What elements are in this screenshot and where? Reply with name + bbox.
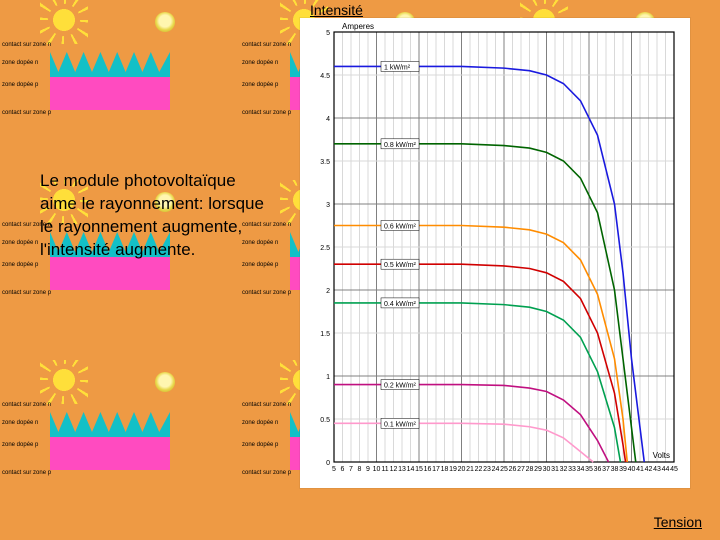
svg-text:36: 36 xyxy=(594,466,602,473)
svg-text:45: 45 xyxy=(670,466,678,473)
svg-text:3: 3 xyxy=(326,202,330,209)
svg-text:24: 24 xyxy=(492,466,500,473)
svg-text:0.6 kW/m²: 0.6 kW/m² xyxy=(384,224,417,231)
svg-text:0.5: 0.5 xyxy=(320,417,330,424)
tile-label: zone dopée n xyxy=(2,420,38,426)
tile-label: zone dopée p xyxy=(242,262,278,268)
bulb-icon xyxy=(155,12,175,32)
axis-title-x: Tension xyxy=(654,514,702,530)
tile-label: contact sur zone p xyxy=(242,110,291,116)
svg-text:40: 40 xyxy=(628,466,636,473)
svg-text:38: 38 xyxy=(611,466,619,473)
tile-label: contact sur zone p xyxy=(2,110,51,116)
svg-text:9: 9 xyxy=(366,466,370,473)
svg-text:42: 42 xyxy=(645,466,653,473)
tile-label: contact sur zone p xyxy=(242,470,291,476)
pv-cell-icon: contact sur zone nzone dopée nzone dopée… xyxy=(50,412,170,470)
svg-text:28: 28 xyxy=(526,466,534,473)
tile-label: zone dopée p xyxy=(242,442,278,448)
svg-text:26: 26 xyxy=(509,466,517,473)
chart-svg: 5678910111213141516171819202122232425262… xyxy=(300,18,690,488)
tile-label: zone dopée n xyxy=(242,60,278,66)
svg-text:0.8 kW/m²: 0.8 kW/m² xyxy=(384,142,417,149)
svg-text:6: 6 xyxy=(341,466,345,473)
svg-text:23: 23 xyxy=(483,466,491,473)
svg-text:5: 5 xyxy=(332,466,336,473)
tile-label: zone dopée p xyxy=(2,262,38,268)
pv-cell-icon: contact sur zone nzone dopée nzone dopée… xyxy=(50,52,170,110)
svg-text:2: 2 xyxy=(326,288,330,295)
svg-text:11: 11 xyxy=(381,466,388,473)
svg-text:35: 35 xyxy=(585,466,593,473)
svg-text:20: 20 xyxy=(458,466,466,473)
svg-text:0.2 kW/m²: 0.2 kW/m² xyxy=(384,383,417,390)
svg-text:31: 31 xyxy=(551,466,559,473)
svg-text:7: 7 xyxy=(349,466,353,473)
bg-tile: contact sur zone n zone dopée n zone dopée… xyxy=(0,0,240,180)
axis-title-y: Intensité xyxy=(310,2,363,18)
svg-text:39: 39 xyxy=(619,466,627,473)
svg-text:44: 44 xyxy=(662,466,670,473)
svg-text:27: 27 xyxy=(517,466,525,473)
svg-text:21: 21 xyxy=(466,466,474,473)
stage: contact sur zone n zone dopée n zone dopée… xyxy=(0,0,720,540)
iv-chart: 5678910111213141516171819202122232425262… xyxy=(300,18,690,488)
svg-text:Amperes: Amperes xyxy=(342,22,374,31)
svg-text:17: 17 xyxy=(432,466,440,473)
svg-text:15: 15 xyxy=(415,466,423,473)
svg-text:4: 4 xyxy=(326,116,330,123)
tile-label: zone dopée p xyxy=(242,82,278,88)
svg-text:13: 13 xyxy=(398,466,406,473)
tile-label: contact sur zone n xyxy=(242,402,291,408)
tile-label: zone dopée p xyxy=(2,82,38,88)
svg-text:30: 30 xyxy=(543,466,551,473)
svg-text:1: 1 xyxy=(326,374,330,381)
tile-label: contact sur zone n xyxy=(242,42,291,48)
svg-text:41: 41 xyxy=(636,466,644,473)
svg-text:1 kW/m²: 1 kW/m² xyxy=(384,64,411,71)
svg-text:1.5: 1.5 xyxy=(320,331,330,338)
svg-text:0.4 kW/m²: 0.4 kW/m² xyxy=(384,301,417,308)
tile-label: zone dopée n xyxy=(242,420,278,426)
sun-icon xyxy=(50,366,78,394)
svg-text:0.5 kW/m²: 0.5 kW/m² xyxy=(384,262,417,269)
tile-label: contact sur zone p xyxy=(2,290,51,296)
svg-text:29: 29 xyxy=(534,466,542,473)
svg-text:37: 37 xyxy=(602,466,610,473)
tile-label: zone dopée n xyxy=(2,60,38,66)
bg-tile: contact sur zone n zone dopée n zone dopée… xyxy=(0,360,240,540)
svg-text:32: 32 xyxy=(560,466,568,473)
tile-label: contact sur zone n xyxy=(2,402,51,408)
svg-text:2.5: 2.5 xyxy=(320,245,330,252)
svg-text:4.5: 4.5 xyxy=(320,73,330,80)
svg-text:5: 5 xyxy=(326,30,330,37)
svg-text:12: 12 xyxy=(390,466,398,473)
svg-text:22: 22 xyxy=(475,466,483,473)
tile-label: zone dopée p xyxy=(2,442,38,448)
bulb-icon xyxy=(155,372,175,392)
svg-text:8: 8 xyxy=(358,466,362,473)
description-text: Le module photovoltaïque aime le rayonne… xyxy=(40,170,270,262)
svg-text:25: 25 xyxy=(500,466,508,473)
svg-text:0: 0 xyxy=(326,460,330,467)
svg-text:33: 33 xyxy=(568,466,576,473)
svg-text:Volts: Volts xyxy=(653,451,670,460)
svg-text:19: 19 xyxy=(449,466,457,473)
svg-text:14: 14 xyxy=(407,466,415,473)
tile-label: contact sur zone p xyxy=(2,470,51,476)
svg-text:43: 43 xyxy=(653,466,661,473)
tile-label: contact sur zone n xyxy=(2,42,51,48)
svg-text:16: 16 xyxy=(424,466,432,473)
svg-text:34: 34 xyxy=(577,466,585,473)
svg-text:18: 18 xyxy=(441,466,449,473)
tile-label: contact sur zone p xyxy=(242,290,291,296)
svg-text:0.1 kW/m²: 0.1 kW/m² xyxy=(384,421,417,428)
svg-text:3.5: 3.5 xyxy=(320,159,330,166)
svg-text:10: 10 xyxy=(373,466,381,473)
tile-label: zone dopée n xyxy=(2,240,38,246)
sun-icon xyxy=(50,6,78,34)
